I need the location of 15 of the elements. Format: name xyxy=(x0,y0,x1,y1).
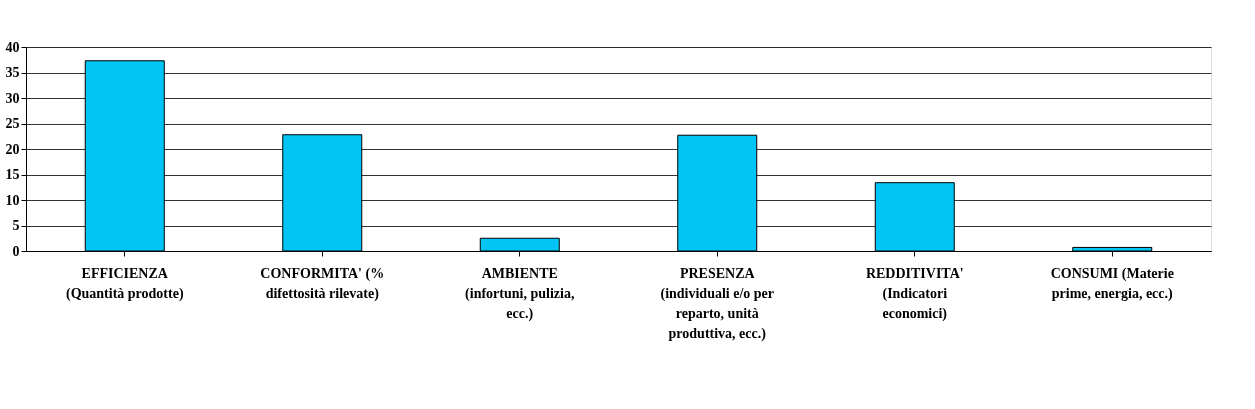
x-tick-label: CONFORMITA' (% difettosità rilevate) xyxy=(260,265,385,302)
y-tick-label: 35 xyxy=(5,65,20,80)
y-tick-label: 5 xyxy=(12,218,20,233)
x-tick-label: EFFICIENZA (Quantità prodotte) xyxy=(65,265,184,302)
y-tick-label: 0 xyxy=(12,243,20,259)
x-tick-label: PRESENZA (individuali e/o per reparto, unità produttiva, ecc.) xyxy=(660,265,775,342)
y-tick-label: 20 xyxy=(5,141,20,157)
y-tick-label: 30 xyxy=(5,90,20,106)
x-tick-label: AMBIENTE (infortuni, pulizia, ecc.) xyxy=(465,265,575,322)
y-tick-label: 40 xyxy=(5,39,20,55)
x-tick-label: REDDITIVITA' (Indicatori economici) xyxy=(865,265,964,322)
x-tick-label: CONSUMI (Materie prime, energia, ecc.) xyxy=(1050,265,1174,302)
y-tick-label: 25 xyxy=(5,116,20,131)
y-tick-label: 10 xyxy=(5,192,20,208)
y-tick-label: 15 xyxy=(5,167,20,182)
